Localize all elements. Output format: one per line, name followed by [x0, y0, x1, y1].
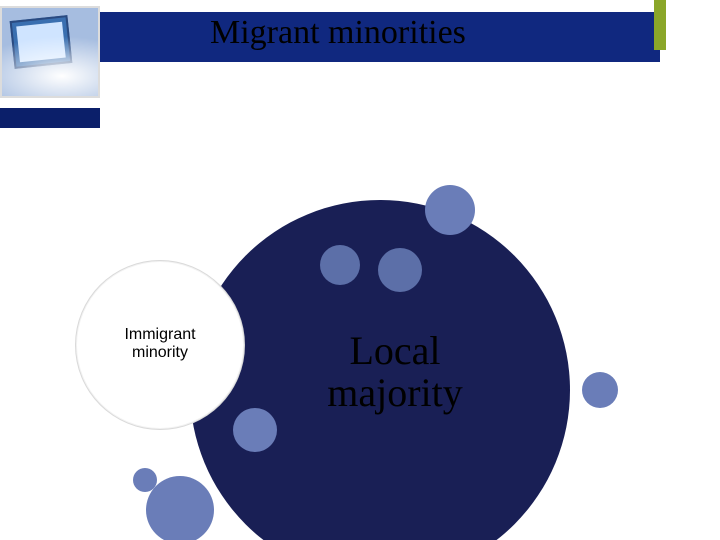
decorative-image — [0, 6, 100, 98]
bubble-icon — [320, 245, 360, 285]
bubble-icon — [582, 372, 618, 408]
diagram-area: Immigrantminority Localmajority — [0, 90, 720, 540]
local-majority-label: Localmajority — [285, 330, 505, 414]
bubble-icon — [133, 468, 157, 492]
slide: Migrant minorities Immigrantminority Loc… — [0, 0, 720, 540]
local-majority-text: Localmajority — [327, 328, 463, 415]
bubble-icon — [378, 248, 422, 292]
bubble-icon — [146, 476, 214, 540]
immigrant-minority-text-1: Immigrantminority — [124, 326, 195, 361]
bubble-icon — [425, 185, 475, 235]
accent-bar — [654, 0, 666, 50]
immigrant-minority-label: Immigrantminority — [95, 326, 225, 361]
page-title: Migrant minorities — [210, 14, 466, 52]
bubble-icon — [233, 408, 277, 452]
